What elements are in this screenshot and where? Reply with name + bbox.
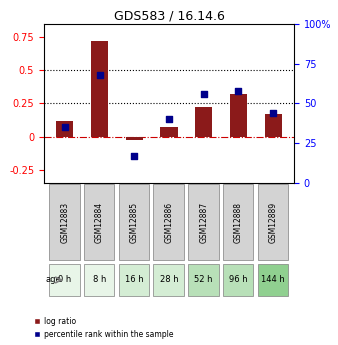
FancyBboxPatch shape bbox=[84, 264, 115, 296]
FancyBboxPatch shape bbox=[188, 184, 219, 260]
FancyBboxPatch shape bbox=[49, 184, 80, 260]
Title: GDS583 / 16.14.6: GDS583 / 16.14.6 bbox=[114, 10, 224, 23]
Text: GSM12888: GSM12888 bbox=[234, 202, 243, 243]
FancyBboxPatch shape bbox=[223, 184, 254, 260]
FancyBboxPatch shape bbox=[153, 264, 184, 296]
FancyBboxPatch shape bbox=[84, 184, 115, 260]
Point bbox=[62, 125, 68, 130]
Bar bbox=[56, 121, 73, 137]
Text: GSM12886: GSM12886 bbox=[165, 202, 173, 243]
Point bbox=[97, 72, 102, 78]
Point bbox=[166, 117, 172, 122]
Point bbox=[131, 153, 137, 159]
Text: 52 h: 52 h bbox=[194, 275, 213, 285]
Text: age: age bbox=[46, 275, 62, 285]
Text: 28 h: 28 h bbox=[160, 275, 178, 285]
Text: GSM12883: GSM12883 bbox=[60, 202, 69, 243]
Bar bbox=[91, 41, 108, 137]
FancyBboxPatch shape bbox=[153, 184, 184, 260]
Bar bbox=[126, 137, 143, 140]
FancyBboxPatch shape bbox=[223, 264, 254, 296]
Text: GSM12889: GSM12889 bbox=[269, 202, 278, 243]
Text: 144 h: 144 h bbox=[261, 275, 285, 285]
FancyBboxPatch shape bbox=[49, 264, 80, 296]
Text: GSM12884: GSM12884 bbox=[95, 202, 104, 243]
Text: GSM12885: GSM12885 bbox=[130, 202, 139, 243]
Legend: log ratio, percentile rank within the sample: log ratio, percentile rank within the sa… bbox=[31, 315, 176, 341]
Text: 96 h: 96 h bbox=[229, 275, 248, 285]
Bar bbox=[230, 94, 247, 137]
Point bbox=[270, 110, 276, 116]
Bar bbox=[195, 107, 212, 137]
FancyBboxPatch shape bbox=[119, 264, 149, 296]
Text: GSM12887: GSM12887 bbox=[199, 202, 208, 243]
Bar bbox=[265, 114, 282, 137]
Text: 0 h: 0 h bbox=[58, 275, 71, 285]
FancyBboxPatch shape bbox=[258, 264, 288, 296]
Text: 16 h: 16 h bbox=[125, 275, 144, 285]
Bar bbox=[160, 127, 178, 137]
Text: 8 h: 8 h bbox=[93, 275, 106, 285]
Point bbox=[201, 91, 207, 97]
FancyBboxPatch shape bbox=[188, 264, 219, 296]
FancyBboxPatch shape bbox=[258, 184, 288, 260]
Point bbox=[236, 88, 241, 93]
FancyBboxPatch shape bbox=[119, 184, 149, 260]
